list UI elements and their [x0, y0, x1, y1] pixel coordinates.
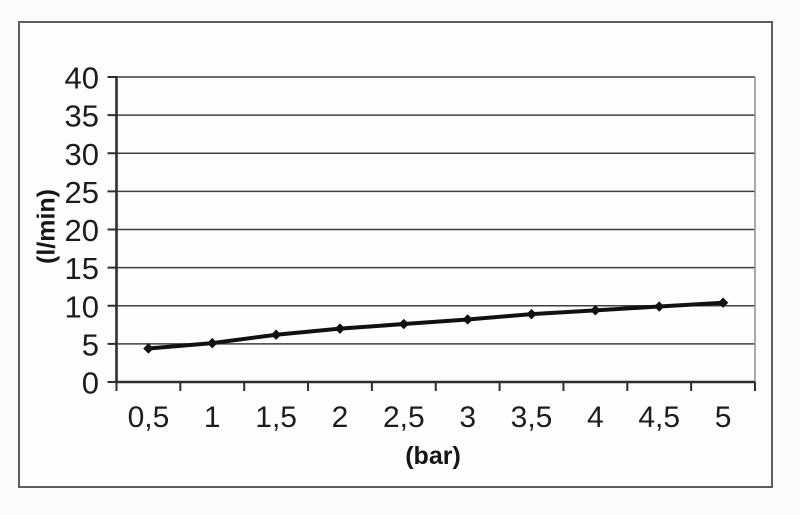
x-tick-label: 1 — [204, 401, 221, 434]
y-tick-label: 35 — [65, 99, 99, 134]
x-tick-label: 3,5 — [511, 401, 553, 434]
data-point-marker — [462, 314, 473, 325]
x-axis-title: (bar) — [405, 442, 461, 470]
x-tick-label: 4,5 — [638, 401, 680, 434]
y-tick-label: 25 — [65, 175, 99, 210]
data-point-marker — [207, 337, 218, 349]
y-tick-label: 30 — [65, 137, 99, 172]
y-tick-label: 40 — [65, 61, 99, 96]
data-point-marker — [654, 301, 665, 312]
data-point-marker — [398, 318, 410, 330]
x-tick-label: 2 — [332, 401, 349, 434]
x-tick-label: 3 — [459, 401, 476, 434]
data-point-marker — [143, 343, 154, 354]
series-line — [146, 300, 726, 351]
chart-frame — [18, 21, 773, 488]
data-point-marker — [270, 329, 282, 340]
data-point-marker — [526, 308, 537, 320]
x-tick-label: 5 — [715, 401, 732, 434]
y-tick-label: 0 — [82, 366, 99, 401]
y-tick-label: 10 — [65, 289, 99, 324]
y-axis-title: (l/min) — [32, 189, 61, 264]
x-tick-label: 0,5 — [128, 401, 170, 434]
x-tick-label: 4 — [587, 401, 604, 434]
x-tick-label: 2,5 — [383, 401, 425, 434]
y-tick-label: 20 — [65, 213, 99, 248]
x-tick-label: 1,5 — [255, 401, 297, 434]
data-point-marker — [334, 323, 346, 334]
y-tick-label: 5 — [82, 327, 99, 362]
y-tick-label: 15 — [65, 251, 99, 286]
data-point-marker — [717, 297, 729, 308]
data-point-marker — [590, 305, 601, 316]
